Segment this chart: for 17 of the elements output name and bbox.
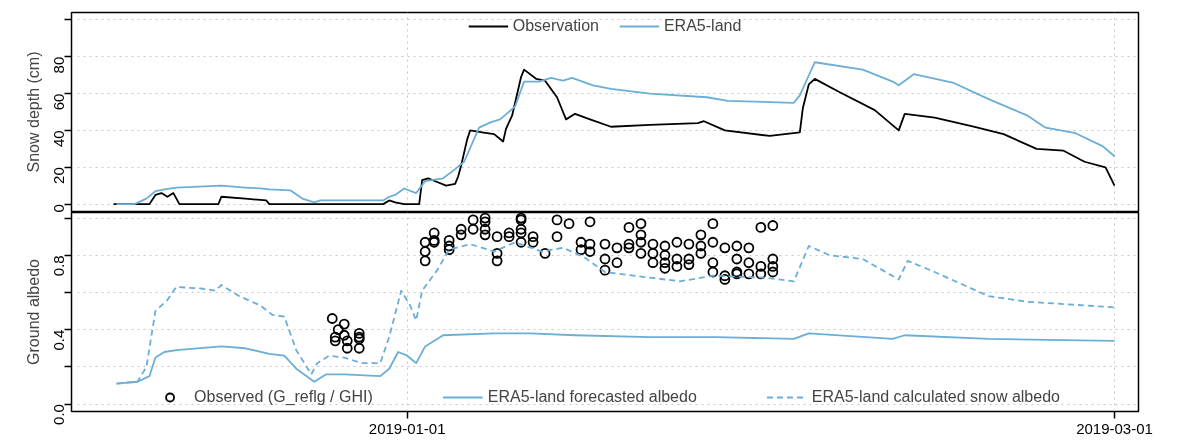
x-tick-label: 2019-01-01 (368, 419, 446, 437)
y-tick-label: 60 (50, 93, 68, 111)
legend-label: ERA5-land (663, 17, 742, 35)
x-tick-label: 2019-03-01 (1076, 419, 1153, 437)
y-tick-label: 0.4 (50, 329, 68, 351)
legend-label: Observation (512, 17, 599, 35)
y-axis-title: Snow depth (cm) (24, 51, 42, 173)
legend-label: ERA5-land calculated snow albedo (811, 388, 1060, 406)
y-axis-title: Ground albedo (24, 258, 42, 365)
y-tick-label: 0.0 (50, 404, 68, 425)
legend-label: ERA5-land forecasted albedo (487, 388, 697, 406)
y-tick-label: 40 (50, 130, 68, 148)
y-tick-label: 80 (50, 56, 68, 74)
y-tick-label: 0 (50, 204, 68, 213)
y-tick-label: 0.8 (50, 255, 68, 277)
y-tick-label: 20 (50, 167, 68, 184)
legend-label: Observed (G_reflg / GHI) (194, 388, 373, 406)
